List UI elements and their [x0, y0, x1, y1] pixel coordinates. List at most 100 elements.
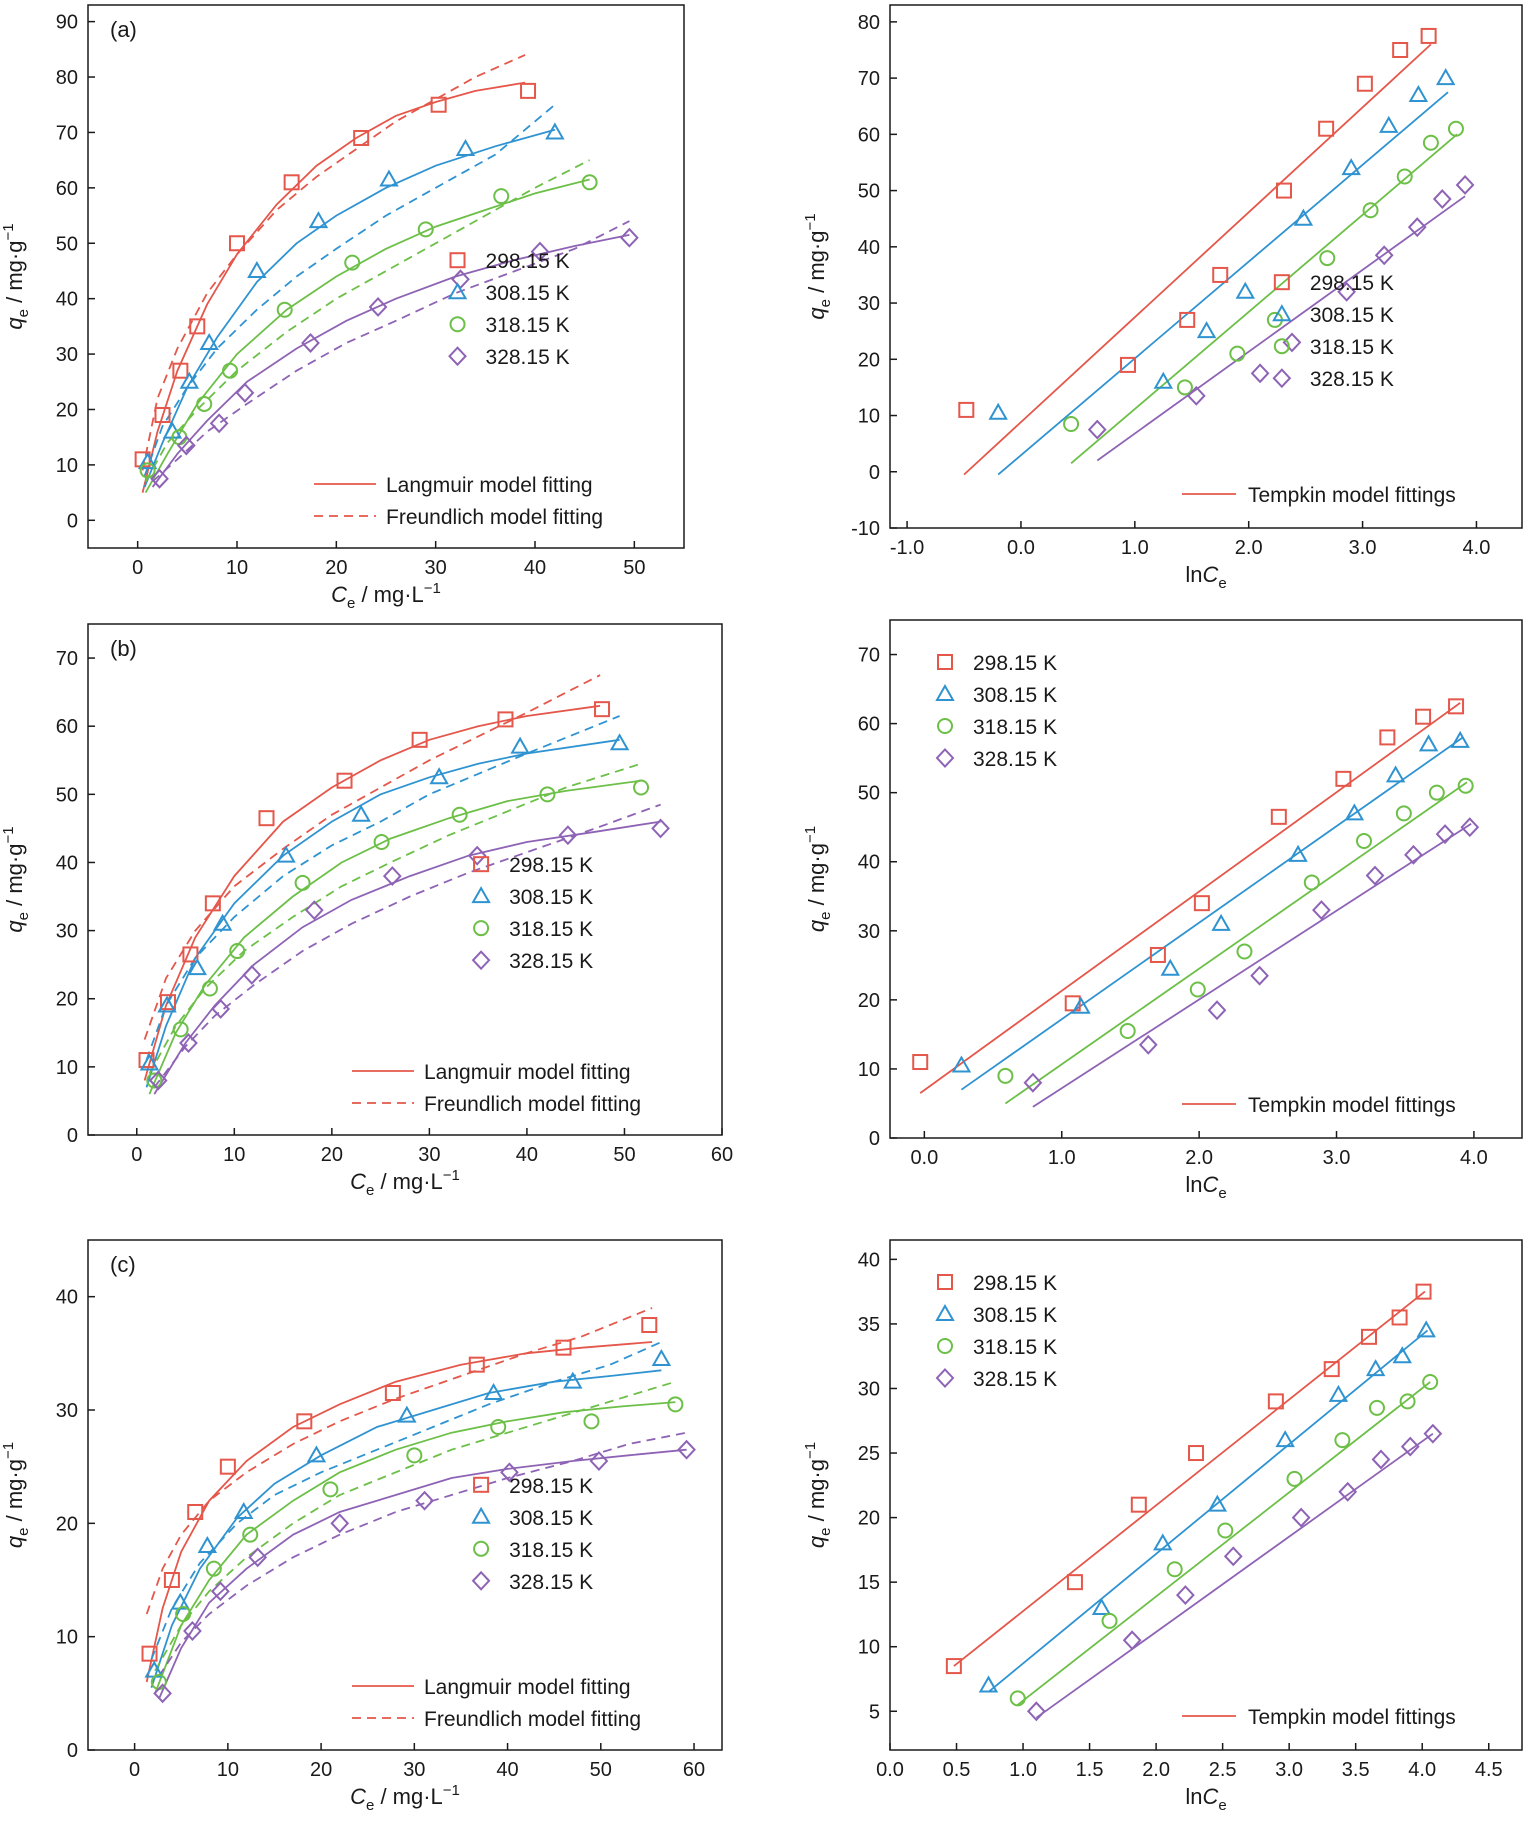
data-point-32815K [1337, 281, 1357, 302]
x-tick-label: 2.0 [1142, 1759, 1170, 1781]
x-tick-label: 0.0 [876, 1759, 904, 1781]
legend-marker-31815K [473, 920, 490, 937]
data-point-32815K [1432, 189, 1452, 209]
data-point-30815K [1379, 115, 1399, 133]
data-point-29815K [1119, 356, 1136, 373]
data-point-32815K [176, 435, 196, 456]
data-point-29815K [219, 1458, 236, 1475]
data-point-31815K [1368, 1399, 1385, 1416]
data-point-32815K [1282, 332, 1302, 353]
data-point-32815K [619, 227, 639, 248]
tempkin-fit-line-31815K [1004, 781, 1468, 1105]
data-point-29815K [468, 1356, 485, 1373]
legend-marker-29815K [937, 1274, 953, 1290]
legend-marker-32815K [1272, 368, 1292, 389]
y-axis-title: qe / mg·g−1 [802, 826, 834, 932]
langmuir-fit-line-31815K [148, 779, 642, 1095]
y-tick-label: 15 [858, 1572, 880, 1594]
legend-marker-30815K [935, 1303, 955, 1321]
freundlich-fit-line-30815K [143, 104, 556, 477]
y-axis-title: qe / mg·g−1 [0, 826, 32, 932]
chart-panel-c-left: 0 10 20 30 40 50 60 0 10 20 30 40 Ce / mg·L−1 qe / mg… [0, 1239, 723, 1814]
data-point-32815K [530, 241, 550, 262]
tempkin-fit-line-32815K [1032, 822, 1472, 1108]
y-axis-title: qe / mg·g−1 [802, 213, 834, 319]
plot-frame [889, 4, 1523, 529]
data-point-32815K [235, 382, 255, 403]
data-point-30815K [1160, 958, 1181, 976]
data-point-31815K [1399, 1393, 1416, 1410]
data-point-32815K [1026, 1701, 1046, 1722]
chart-panel-c-right: 0.0 0.5 1.0 1.5 2.0 2.5 3.0 3.5 4.0 4.5 5 10 15 20 25 3… [802, 1239, 1523, 1814]
plot-frame [87, 623, 723, 1136]
data-point-31815K [539, 786, 556, 803]
data-point-30815K [1091, 1597, 1112, 1615]
data-point-30815K [306, 1445, 327, 1463]
legend-tempkin-label: Tempkin model fittings [1248, 484, 1456, 507]
legend-label: 328.15 K [509, 950, 593, 973]
legend-label: 308.15 K [486, 282, 570, 305]
data-point-29815K [141, 1645, 158, 1662]
x-tick-label: 0 [129, 1759, 140, 1781]
data-point-29815K [229, 235, 245, 252]
data-point-30815K [1408, 84, 1429, 102]
y-tick-label: 30 [56, 1400, 78, 1422]
data-point-32815K [242, 964, 262, 985]
data-point-31815K [633, 779, 650, 796]
data-point-30815K [1211, 913, 1231, 931]
legend-label: 328.15 K [973, 1368, 1057, 1391]
data-point-30815K [187, 958, 207, 976]
data-point-31815K [294, 874, 311, 891]
data-point-32815K [1338, 1481, 1358, 1502]
x-tick-label: 0.5 [943, 1759, 971, 1781]
data-point-32815K [248, 1547, 268, 1568]
legend-freundlich-label: Freundlich model fitting [386, 506, 603, 529]
data-point-32815K [467, 845, 487, 866]
y-tick-label: 20 [56, 399, 78, 421]
freundlich-fit-line-30815K [150, 1341, 662, 1660]
data-point-32815K [179, 1033, 198, 1053]
x-tick-label: 50 [590, 1759, 612, 1781]
y-tick-label: 40 [858, 1249, 880, 1271]
data-point-32815K [148, 1070, 168, 1091]
data-point-29815K [520, 82, 537, 99]
y-tick-label: 10 [56, 1627, 78, 1649]
y-tick-label: 40 [858, 852, 880, 874]
y-axis-title: qe / mg·g−1 [802, 1442, 834, 1548]
data-point-29815K [430, 96, 447, 113]
x-tick-label: 3.0 [1323, 1147, 1351, 1169]
data-point-29815K [1276, 182, 1293, 199]
data-point-30815K [212, 913, 233, 931]
langmuir-fit-line-32815K [153, 820, 661, 1095]
langmuir-fit-line-30815K [143, 128, 556, 488]
plot-area [912, 698, 1480, 1108]
data-point-31815K [1176, 379, 1193, 396]
legend-label: 318.15 K [486, 314, 570, 337]
x-axis-title: Ce / mg·L−1 [350, 1782, 460, 1814]
langmuir-fit-line-31815K [144, 178, 590, 494]
data-point-29815K [1270, 808, 1287, 825]
data-point-32815K [1023, 1072, 1043, 1093]
y-tick-label: 40 [56, 1287, 78, 1309]
x-tick-label: 50 [613, 1144, 635, 1166]
y-tick-label: 50 [56, 784, 78, 806]
data-point-29815K [283, 174, 300, 191]
data-point-29815K [163, 1572, 180, 1588]
data-point-31815K [1063, 415, 1080, 432]
data-point-31815K [1319, 250, 1336, 267]
legend-label: 318.15 K [973, 1336, 1057, 1359]
x-tick-label: 4.0 [1460, 1147, 1488, 1169]
data-point-32815K [382, 866, 402, 887]
tempkin-fit-line-32815K [1096, 195, 1466, 462]
data-point-29815K [154, 407, 171, 424]
langmuir-fit-line-31815K [154, 1401, 676, 1694]
plot-frame [889, 619, 1523, 1139]
y-tick-label: 35 [858, 1314, 880, 1336]
y-tick-label: 70 [858, 645, 880, 667]
data-point-32815K [1291, 1507, 1311, 1528]
x-axis-title: lnCe [1185, 1784, 1226, 1814]
data-point-30815K [1344, 803, 1365, 821]
legend-marker-31815K [473, 1540, 490, 1557]
y-tick-label: 25 [858, 1443, 880, 1465]
data-point-31815K [172, 1021, 189, 1038]
